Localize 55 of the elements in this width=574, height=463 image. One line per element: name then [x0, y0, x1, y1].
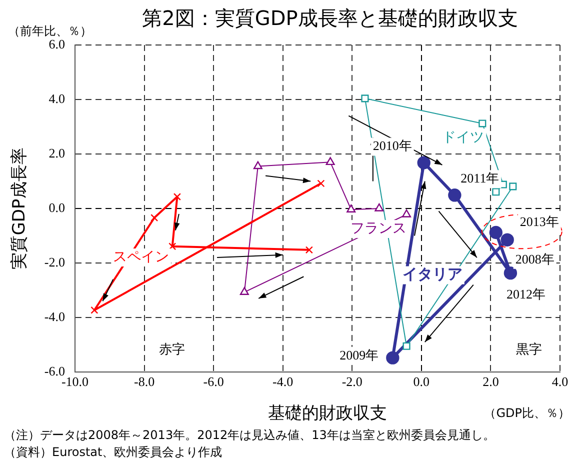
annotation: 黒字: [516, 342, 542, 358]
point: [492, 188, 500, 196]
annotation: 2009年: [340, 347, 379, 362]
text: （注）データは2008年～2013年。2012年は見込み値、13年は当室と欧州委員会見通し。: [4, 428, 495, 442]
series-label: スペイン: [113, 249, 170, 266]
point: [478, 120, 486, 128]
point: [305, 246, 313, 254]
point: [150, 214, 158, 222]
y-axis-title: 実質GDP成長率: [9, 148, 30, 270]
x-tick-label: 2.0: [482, 374, 499, 390]
point: [386, 351, 400, 364]
y-tick-label: -2.0: [44, 254, 65, 270]
point: [173, 193, 181, 201]
annotation: 2011年: [460, 170, 500, 186]
point: [504, 266, 518, 280]
annotation: 2010年: [372, 138, 412, 154]
point: [489, 226, 503, 240]
point: [168, 242, 176, 250]
y-tick-label: -4.0: [44, 308, 65, 324]
point: [253, 161, 262, 170]
x-tick-label: -2.0: [342, 374, 362, 390]
y-tick-label: 0.0: [48, 200, 65, 215]
text: （前年比、％）: [8, 24, 92, 38]
x-tick-label: -6.0: [203, 374, 224, 390]
x-tick-label: 0.0: [413, 374, 430, 390]
series-label: ドイツ: [442, 129, 484, 146]
point: [317, 180, 325, 188]
point: [402, 209, 412, 218]
point: [346, 204, 356, 212]
annotation: 赤字: [159, 342, 185, 358]
text: （GDP比、％）: [484, 406, 570, 420]
text: （資料）Eurostat、欧州委員会より作成: [4, 445, 222, 460]
x-axis-title: 基礎的財政収支: [268, 403, 387, 424]
x-tick-label: 4.0: [552, 374, 568, 390]
point: [361, 94, 369, 102]
point: [509, 182, 517, 190]
x-tick-label: -4.0: [272, 374, 294, 390]
point: [374, 203, 384, 212]
annotation: 2008年: [515, 251, 554, 266]
series-label: フランス: [350, 220, 406, 237]
point: [417, 156, 430, 170]
point: [90, 306, 98, 314]
y-tick-label: 2.0: [48, 145, 65, 160]
chart-title: 第2図：実質GDP成長率と基礎的財政収支: [142, 6, 518, 30]
annotation: 2012年: [506, 286, 546, 302]
y-tick-label: 6.0: [48, 36, 65, 52]
point: [500, 233, 514, 246]
series-label: イタリア: [402, 265, 462, 284]
point: [326, 157, 335, 166]
point: [448, 188, 462, 202]
x-tick-label: -8.0: [134, 374, 155, 390]
y-tick-label: 4.0: [48, 90, 65, 106]
point: [402, 342, 410, 350]
point: [240, 287, 249, 296]
annotation: 2013年: [520, 214, 559, 229]
